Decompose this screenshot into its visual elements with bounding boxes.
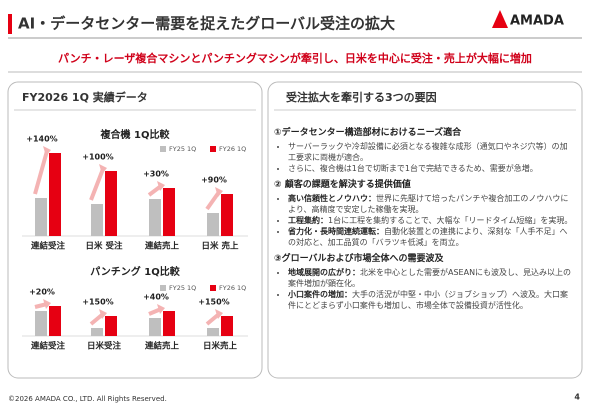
bar <box>207 328 219 336</box>
slide-title: AI・データセンター需要を捉えたグローバル受注の拡大 <box>18 15 395 33</box>
logo-mark <box>492 10 508 28</box>
section-heading: ② 顧客の課題を解決する提供価値 <box>274 180 411 190</box>
bar <box>105 316 117 336</box>
subtitle: パンチ・レーザ複合マシンとパンチングマシンが牽引し、日米を中心に受注・売上が大幅… <box>58 51 532 65</box>
bullet-text: さらに、複合機は1台で切断まで1台で完結できるため、需要が急増。 <box>288 164 538 173</box>
bullet-list: 地域展開の広がり：北米を中心とした需要がASEANにも波及し、見込み以上の案件増… <box>274 267 574 311</box>
logo: AMADA <box>510 14 564 29</box>
page-number: 4 <box>574 393 580 402</box>
growth-label: +140% <box>26 135 57 144</box>
growth-arrowhead <box>157 181 165 191</box>
bullet: サーバーラックや冷却設備に必須となる複雑な成形（通気口やネジ穴等）の加工要求に両… <box>288 141 574 163</box>
bullet-lead: 省力化・長時間連続運転： <box>288 227 384 236</box>
bullet-lead: 工程集約： <box>288 216 328 225</box>
growth-label: +30% <box>143 170 169 179</box>
growth-label: +150% <box>82 298 113 307</box>
growth-label: +20% <box>29 288 55 297</box>
bar <box>149 199 161 236</box>
bar <box>207 213 219 236</box>
bar <box>221 316 233 336</box>
growth-label: +150% <box>198 298 229 307</box>
legend-swatch <box>160 285 166 291</box>
bar <box>49 153 61 236</box>
x-tick-label: 日米受注 <box>87 341 122 352</box>
bullet: 地域展開の広がり：北米を中心とした需要がASEANにも波及し、見込み以上の案件増… <box>288 267 574 289</box>
bullet: 高い信頼性とノウハウ：世界に先駆けて培ったパンチや複合加工のノウハウにより、高精… <box>288 193 574 215</box>
bar <box>35 198 47 236</box>
bullet-lead: 地域展開の広がり： <box>288 268 360 277</box>
bullet: 工程集約：1台に工程を集約することで、大幅な「リードタイム短縮」を実現。 <box>288 215 574 226</box>
bullet: 小口案件の増加：大手の活況が中堅・中小（ジョブショップ）へ波及。大口案件にとどま… <box>288 289 574 311</box>
x-tick-label: 連結受注 <box>31 241 66 252</box>
legend-label: FY26 1Q <box>219 145 246 153</box>
growth-label: +40% <box>143 293 169 302</box>
bullet-text: 1台に工程を集約することで、大幅な「リードタイム短縮」を実現。 <box>328 216 573 225</box>
growth-label: +100% <box>82 153 113 162</box>
bar <box>163 311 175 336</box>
bullet-text: 北米を中心とした需要がASEANにも波及し、見込み以上の案件増加が顕在化。 <box>288 268 572 288</box>
left-panel-title: FY2026 1Q 実績データ <box>22 90 148 104</box>
bar <box>49 306 61 336</box>
x-tick-label: 連結売上 <box>145 241 180 252</box>
bullet-lead: 高い信頼性とノウハウ： <box>288 194 376 203</box>
bar <box>149 318 161 336</box>
title-accent <box>8 14 12 34</box>
legend-swatch <box>210 285 216 291</box>
bar <box>163 188 175 236</box>
growth-arrow <box>33 150 49 195</box>
growth-arrowhead <box>215 187 223 197</box>
x-tick-label: 日米 売上 <box>202 241 239 252</box>
bar <box>91 204 103 236</box>
bullet-text: サーバーラックや冷却設備に必須となる複雑な成形（通気口やネジ穴等）の加工要求に両… <box>288 142 568 162</box>
growth-arrowhead <box>43 299 51 309</box>
legend-swatch <box>210 146 216 152</box>
copyright: ©2026 AMADA CO., LTD. All Rights Reserve… <box>8 395 167 403</box>
bullet: 省力化・長時間連続運転：自動化装置との連携により、深刻な「人手不足」への対応と、… <box>288 226 574 248</box>
bullet-lead: 小口案件の増加： <box>288 290 352 299</box>
chart-title: 複合機 1Q比較 <box>100 128 171 141</box>
legend-label: FY25 1Q <box>169 145 196 153</box>
factor-list: ①データセンター構造部材におけるニーズ適合サーバーラックや冷却設備に必須となる複… <box>274 122 574 311</box>
legend-label: FY26 1Q <box>219 284 246 292</box>
bar <box>221 194 233 236</box>
x-tick-label: 日米売上 <box>203 341 238 352</box>
bullet-list: 高い信頼性とノウハウ：世界に先駆けて培ったパンチや複合加工のノウハウにより、高精… <box>274 193 574 248</box>
growth-arrow <box>89 168 105 201</box>
right-panel <box>267 81 583 379</box>
right-panel-title: 受注拡大を牽引する3つの要因 <box>286 90 437 104</box>
left-panel <box>7 81 263 379</box>
growth-arrowhead <box>99 164 107 174</box>
legend-swatch <box>160 146 166 152</box>
bar <box>105 171 117 236</box>
x-tick-label: 連結売上 <box>145 341 180 352</box>
bullet-text: 世界に先駆けて培ったパンチや複合加工のノウハウにより、高精度で安定した稼働を実現… <box>288 194 569 214</box>
bullet: さらに、複合機は1台で切断まで1台で完結できるため、需要が急増。 <box>288 163 574 174</box>
section-heading: ③グローバルおよび市場全体への需要波及 <box>274 254 444 264</box>
growth-arrowhead <box>215 309 223 319</box>
x-tick-label: 連結受注 <box>31 341 66 352</box>
growth-arrowhead <box>43 146 51 156</box>
bar <box>91 328 103 336</box>
growth-arrow <box>205 190 221 211</box>
bar <box>35 311 47 336</box>
growth-arrowhead <box>157 304 165 314</box>
chart-title: パンチング 1Q比較 <box>90 265 180 278</box>
bullet-text: 大手の活況が中堅・中小（ジョブショップ）へ波及。大口案件にとどまらず小口案件も増… <box>288 290 568 310</box>
bullet-list: サーバーラックや冷却設備に必須となる複雑な成形（通気口やネジ穴等）の加工要求に両… <box>274 141 574 174</box>
legend-label: FY25 1Q <box>169 284 196 292</box>
growth-label: +90% <box>201 176 227 185</box>
x-tick-label: 日米 受注 <box>86 241 123 252</box>
section-heading: ①データセンター構造部材におけるニーズ適合 <box>274 128 462 138</box>
bullet-text: 自動化装置との連携により、深刻な「人手不足」への対応と、加工品質の「バラツキ低減… <box>288 227 568 247</box>
growth-arrowhead <box>99 309 107 319</box>
